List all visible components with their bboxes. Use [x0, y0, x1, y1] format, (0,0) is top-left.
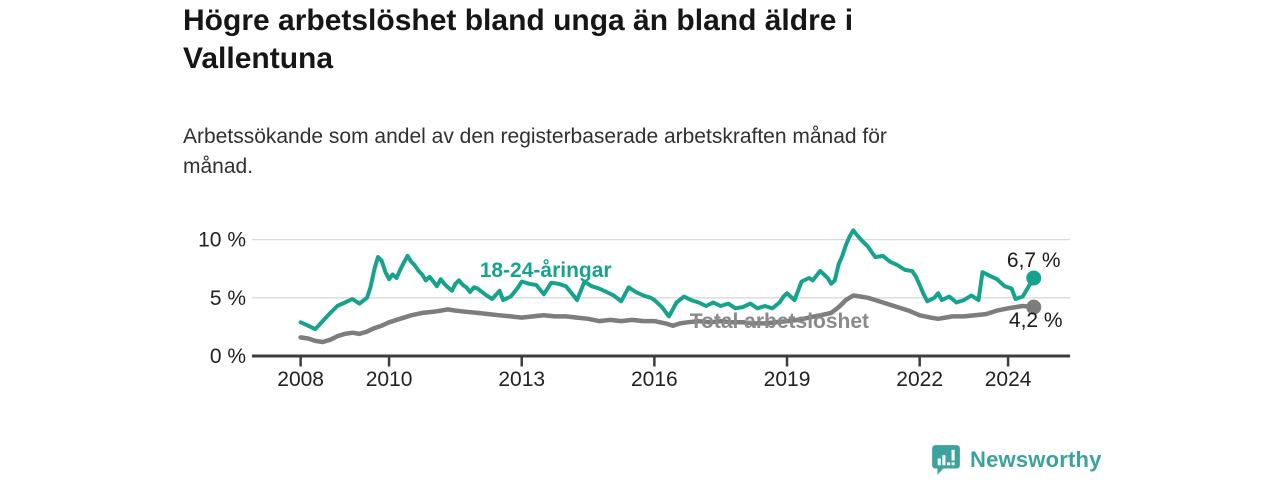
series-end-value-label: 6,7 %: [1007, 249, 1061, 272]
x-axis-tick-label: 2010: [366, 368, 413, 391]
x-axis-tick-label: 2016: [631, 368, 678, 391]
x-axis-tick-label: 2024: [985, 368, 1032, 391]
y-axis-tick-label: 10 %: [198, 229, 246, 252]
series-line: [298, 228, 1036, 332]
series-line: [298, 293, 1036, 345]
series-name-label: Total arbetslöshet: [690, 310, 869, 333]
newsworthy-logo[interactable]: Newsworthy: [931, 443, 1102, 477]
chart-title-line-1: Högre arbetslöshet bland unga än bland ä…: [183, 4, 854, 37]
y-axis-tick-label: 0 %: [210, 345, 246, 368]
chart-subtitle-line-2: månad.: [183, 155, 254, 178]
series-end-value-label: 4,2 %: [1009, 309, 1063, 332]
x-axis-tick-label: 2008: [277, 368, 324, 391]
chart-title: Högre arbetslöshet bland unga än bland ä…: [183, 2, 1083, 78]
x-axis-tick-label: 2013: [498, 368, 545, 391]
chart-title-line-2: Vallentuna: [183, 42, 334, 75]
x-axis-tick-label: 2022: [896, 368, 943, 391]
newsworthy-logo-text: Newsworthy: [970, 447, 1102, 472]
y-axis-tick-label: 5 %: [210, 287, 246, 310]
series-name-label: 18-24-åringar: [480, 259, 612, 282]
chart-subtitle-line-1: Arbetssökande som andel av den registerb…: [183, 125, 887, 148]
newsworthy-logo-icon: [932, 445, 960, 475]
series-end-dot: [1026, 270, 1042, 286]
x-axis-tick-label: 2019: [764, 368, 811, 391]
chart-subtitle: Arbetssökande som andel av den registerb…: [183, 122, 1083, 182]
series-end-dot: [1026, 299, 1042, 315]
